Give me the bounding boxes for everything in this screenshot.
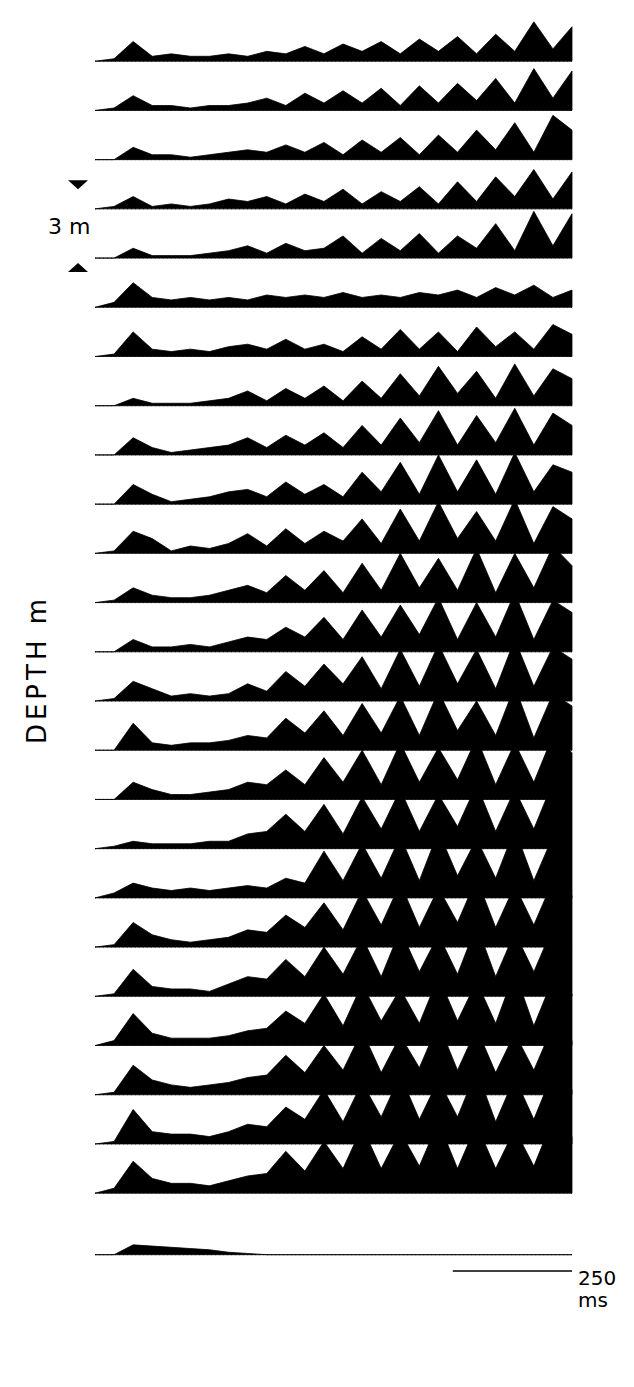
- trace: [95, 878, 572, 947]
- scale-arrow: [68, 263, 88, 272]
- trace: [95, 499, 572, 553]
- trace: [95, 69, 572, 111]
- trace: [95, 115, 572, 159]
- trace: [95, 925, 572, 996]
- trace: [95, 593, 572, 652]
- trace: [95, 686, 572, 750]
- trace: [95, 1070, 572, 1144]
- y-axis-label: DEPTH m: [22, 595, 52, 744]
- chart: 3 m DEPTH m 250ms: [0, 0, 634, 1387]
- trace: [95, 1023, 572, 1094]
- trace: [95, 829, 572, 898]
- trace: [95, 169, 572, 208]
- trace: [95, 22, 572, 61]
- scale-arrow: [68, 180, 88, 189]
- depth-scale-label: 3 m: [48, 214, 90, 239]
- trace: [95, 640, 572, 702]
- trace: [95, 1119, 572, 1193]
- trace: [95, 782, 572, 848]
- trace: [95, 408, 572, 455]
- trace: [95, 283, 572, 308]
- time-scale-bar: [453, 1270, 572, 1272]
- trace: [95, 735, 572, 799]
- trace: [95, 364, 572, 406]
- trace: [95, 452, 572, 504]
- trace: [95, 325, 572, 357]
- trace: [95, 1245, 572, 1255]
- trace: [95, 211, 572, 258]
- traces: [95, 22, 572, 1255]
- trace: [95, 972, 572, 1046]
- time-scale-label: 250ms: [578, 1266, 616, 1312]
- trace: [95, 546, 572, 603]
